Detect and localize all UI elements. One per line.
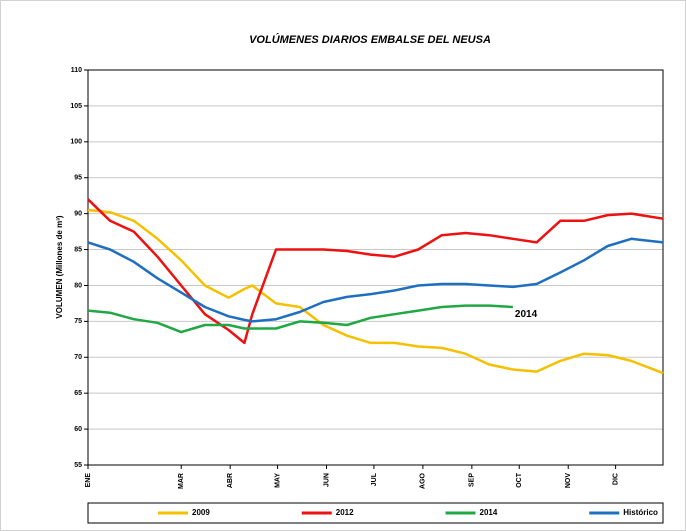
y-tick-label: 85	[74, 246, 82, 253]
x-tick-label: MAR	[178, 473, 185, 489]
x-tick-label: MAY	[274, 473, 281, 488]
y-tick-label: 100	[70, 139, 82, 146]
y-axis-label: VOLUMEN (Millones de m³)	[55, 215, 64, 318]
x-tick-label: OCT	[516, 472, 523, 488]
x-tick-label: AGO	[420, 472, 427, 489]
x-tick-label: NOV	[565, 473, 572, 489]
y-tick-label: 60	[74, 426, 82, 433]
x-tick-label: ENE	[85, 473, 92, 488]
plot-border	[87, 69, 664, 466]
y-tick-label: 110	[71, 67, 82, 74]
series-line	[87, 304, 513, 334]
legend-label: 2014	[480, 508, 498, 517]
series-line	[87, 237, 664, 323]
y-tick-label: 65	[74, 390, 82, 397]
x-tick-label: JUL	[371, 472, 378, 486]
x-tick-label: SEP	[469, 473, 476, 487]
y-tick-label: 95	[74, 175, 82, 182]
y-tick-label: 90	[74, 210, 82, 217]
x-tick-label: DIC	[612, 473, 619, 485]
annotation: 2014	[515, 309, 538, 320]
x-tick-label: JUN	[323, 473, 330, 487]
y-tick-label: 75	[74, 318, 82, 325]
y-tick-label: 70	[74, 354, 82, 361]
legend-box	[87, 502, 664, 524]
x-tick-label: ABR	[227, 473, 234, 488]
y-tick-label: 105	[70, 103, 82, 110]
y-tick-label: 80	[74, 282, 82, 289]
series-line	[87, 208, 664, 375]
legend-label: 2009	[192, 508, 210, 517]
legend-label: 2012	[336, 508, 354, 517]
chart-title: VOLÚMENES DIARIOS EMBALSE DEL NEUSA	[249, 33, 491, 46]
series-line	[87, 198, 664, 345]
legend-label: Histórico	[623, 508, 658, 517]
y-tick-label: 55	[74, 462, 82, 469]
